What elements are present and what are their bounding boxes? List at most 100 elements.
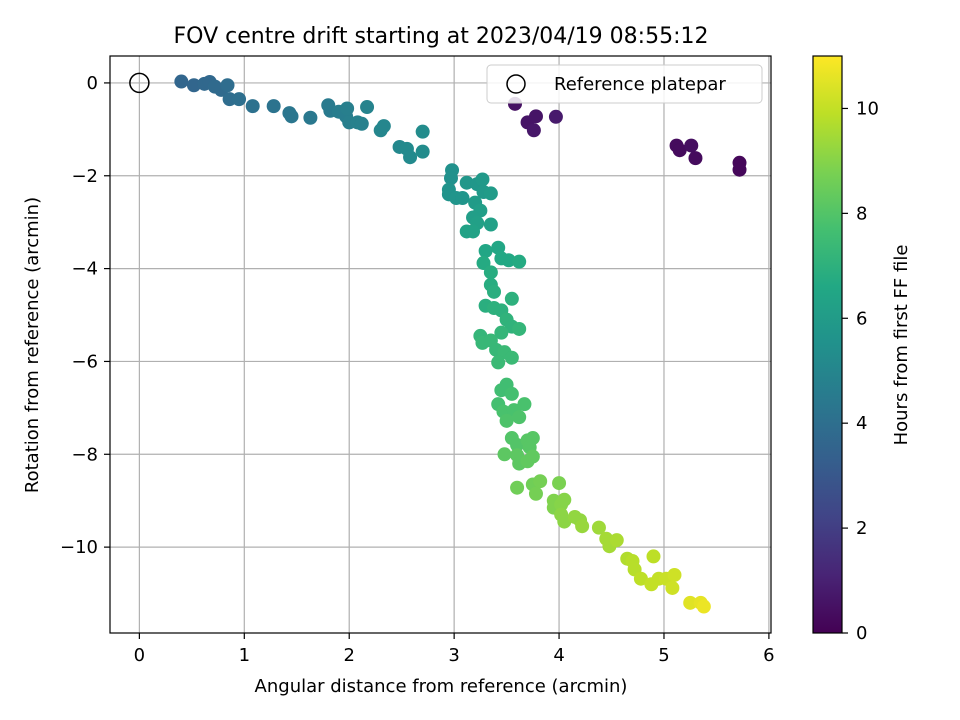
colorbar-tick-label: 8 xyxy=(856,203,867,224)
data-point xyxy=(354,116,369,131)
y-axis-label: Rotation from reference (arcmin) xyxy=(22,197,43,493)
data-point xyxy=(510,437,525,452)
data-point xyxy=(557,492,572,507)
data-point xyxy=(376,119,391,134)
data-point xyxy=(528,109,543,124)
y-tick-label: −2 xyxy=(71,166,98,187)
data-point xyxy=(732,162,747,177)
data-point xyxy=(174,74,189,89)
data-point xyxy=(478,243,493,258)
legend-marker xyxy=(506,74,526,94)
data-point xyxy=(525,431,540,446)
data-point xyxy=(512,410,527,425)
data-point xyxy=(466,224,481,239)
x-tick-label: 2 xyxy=(343,645,354,666)
data-point xyxy=(512,321,527,336)
x-tick-label: 0 xyxy=(134,645,145,666)
x-tick-label: 1 xyxy=(239,645,250,666)
data-point xyxy=(303,110,318,125)
data-point xyxy=(443,171,458,186)
colorbar xyxy=(812,55,843,634)
data-point xyxy=(186,78,201,93)
plot-frame xyxy=(109,55,772,634)
data-point xyxy=(491,355,506,370)
y-tick-label: −8 xyxy=(71,444,98,465)
data-point xyxy=(504,350,519,365)
data-point xyxy=(683,595,698,610)
chart-title: FOV centre drift starting at 2023/04/19 … xyxy=(174,24,709,49)
colorbar-tick-label: 0 xyxy=(856,623,867,644)
data-point xyxy=(665,580,680,595)
colorbar-tick-label: 2 xyxy=(856,518,867,539)
reference-point xyxy=(129,72,150,94)
data-point xyxy=(525,449,540,464)
data-point xyxy=(403,150,418,165)
data-point xyxy=(455,191,470,206)
data-points xyxy=(174,74,747,614)
data-point xyxy=(501,253,516,268)
data-point xyxy=(483,217,498,232)
y-tick-label: −4 xyxy=(71,259,98,280)
data-point xyxy=(646,549,661,564)
x-tick-label: 5 xyxy=(658,645,669,666)
data-point xyxy=(266,99,281,114)
x-axis-ticks: 0 1 2 3 4 5 6 xyxy=(134,633,775,666)
data-point xyxy=(415,124,430,139)
data-point xyxy=(497,447,512,462)
data-point xyxy=(696,599,711,614)
data-point xyxy=(633,571,648,586)
data-point xyxy=(245,99,260,114)
grid-lines xyxy=(110,56,771,633)
data-point xyxy=(591,520,606,535)
data-point xyxy=(499,413,514,428)
data-point xyxy=(232,92,247,107)
data-point xyxy=(667,567,682,582)
data-point xyxy=(504,386,519,401)
data-point xyxy=(526,123,541,138)
data-point xyxy=(684,138,699,153)
y-tick-label: −10 xyxy=(60,537,98,558)
data-point xyxy=(688,151,703,166)
colorbar-tick-label: 6 xyxy=(856,308,867,329)
data-point xyxy=(491,240,506,255)
reference-marker xyxy=(129,72,150,94)
data-point xyxy=(459,175,474,190)
data-point xyxy=(483,186,498,201)
data-point xyxy=(504,291,519,306)
data-point xyxy=(575,519,590,534)
colorbar-label: Hours from first FF file xyxy=(891,245,912,446)
data-point xyxy=(512,254,527,269)
data-point xyxy=(609,533,624,548)
legend-entry: Reference platepar xyxy=(554,74,726,95)
data-point xyxy=(475,172,490,187)
data-point xyxy=(494,325,509,340)
data-point xyxy=(552,476,567,491)
legend: Reference platepar xyxy=(486,64,763,104)
y-tick-label: 0 xyxy=(87,73,98,94)
data-point xyxy=(533,474,548,489)
data-point xyxy=(415,144,430,159)
data-point xyxy=(284,109,299,124)
data-point xyxy=(220,78,235,93)
colorbar-tick-label: 4 xyxy=(856,413,867,434)
colorbar-tick-label: 10 xyxy=(856,98,879,119)
data-point xyxy=(360,100,375,115)
x-axis-label: Angular distance from reference (arcmin) xyxy=(255,676,628,697)
data-point xyxy=(528,486,543,501)
y-axis-ticks: 0 −2 −4 −6 −8 −10 xyxy=(60,73,110,558)
x-tick-label: 3 xyxy=(448,645,459,666)
data-point xyxy=(510,480,525,495)
data-point xyxy=(672,143,687,158)
data-point xyxy=(340,101,355,116)
colorbar-ticks: 0 2 4 6 8 10 xyxy=(842,98,879,644)
data-point xyxy=(517,397,532,412)
x-tick-label: 6 xyxy=(763,645,774,666)
legend-box xyxy=(486,64,763,104)
data-point xyxy=(557,514,572,529)
data-point xyxy=(487,284,502,299)
data-point xyxy=(483,265,498,280)
x-tick-label: 4 xyxy=(553,645,564,666)
data-point xyxy=(548,109,563,124)
y-tick-label: −6 xyxy=(71,351,98,372)
